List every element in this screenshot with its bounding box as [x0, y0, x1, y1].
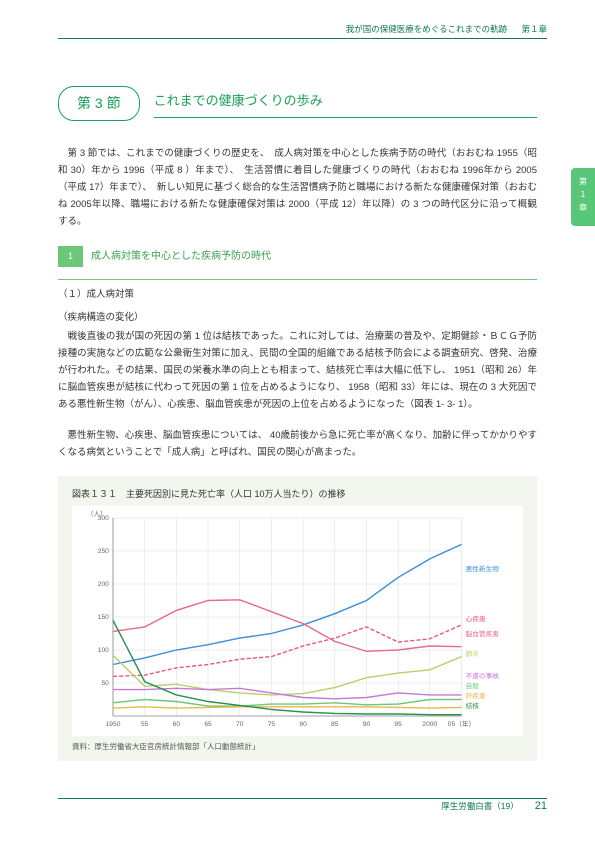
side-tab-line: １ — [571, 189, 595, 202]
breadcrumb: 我が国の保健医療をめぐるこれまでの軌跡 — [346, 24, 507, 34]
svg-text:100: 100 — [98, 647, 109, 654]
chapter-label: 第１章 — [521, 24, 547, 34]
svg-text:90: 90 — [363, 721, 371, 728]
svg-text:200: 200 — [98, 581, 109, 588]
chart-figure: 図表１３１ 主要死因別に見た死亡率（人口 10万人当たり）の推移 （人）5010… — [58, 476, 537, 762]
sub-heading-2: （疾病構造の変化） — [58, 309, 537, 326]
subsection-num: 1 — [58, 246, 83, 266]
side-tab-line: 章 — [571, 202, 595, 215]
svg-text:結核: 結核 — [466, 701, 480, 710]
chart-area: （人）5010015020025030019505560657075808590… — [72, 506, 523, 736]
svg-text:80: 80 — [299, 721, 307, 728]
subsection-title: 成人病対策を中心とした疾病予防の時代 — [91, 248, 537, 266]
subsection-rule — [58, 279, 537, 280]
svg-text:70: 70 — [236, 721, 244, 728]
body-paragraph-1: 戦後直後の我が国の死因の第 1 位は結核であった。これに対しては、治療薬の普及や… — [58, 328, 537, 413]
svg-text:肺炎: 肺炎 — [466, 650, 480, 658]
intro-paragraph: 第 3 節では、これまでの健康づくりの歴史を、 成人病対策を中心とした疾病予防の… — [58, 145, 537, 230]
content-area: 第 3 節では、これまでの健康づくりの歴史を、 成人病対策を中心とした疾病予防の… — [58, 145, 537, 761]
svg-text:85: 85 — [331, 721, 339, 728]
svg-text:心疾患: 心疾患 — [466, 614, 486, 623]
chart-title: 図表１３１ 主要死因別に見た死亡率（人口 10万人当たり）の推移 — [72, 486, 523, 502]
svg-text:悪性新生物: 悪性新生物 — [466, 564, 500, 573]
svg-text:05（年）: 05（年） — [448, 719, 475, 728]
svg-text:脳血管疾患: 脳血管疾患 — [466, 629, 500, 638]
side-tab: 第 １ 章 — [571, 168, 595, 226]
svg-text:95: 95 — [394, 721, 402, 728]
svg-text:1950: 1950 — [106, 721, 121, 728]
header-rule — [58, 38, 547, 39]
svg-text:55: 55 — [141, 721, 149, 728]
page-number: 21 — [535, 797, 547, 817]
svg-text:250: 250 — [98, 548, 109, 555]
svg-text:2000: 2000 — [422, 721, 437, 728]
section-title: これまでの健康づくりの歩み — [154, 89, 537, 117]
svg-text:自殺: 自殺 — [466, 681, 480, 690]
svg-text:65: 65 — [204, 721, 212, 728]
subsection-header: 1 成人病対策を中心とした疾病予防の時代 — [58, 246, 537, 266]
chart-source: 資料：厚生労働省大臣官房統計情報部「人口動態統計」 — [72, 740, 523, 754]
svg-text:不慮の事故: 不慮の事故 — [466, 671, 500, 680]
section-header: 第 3 節 これまでの健康づくりの歩み — [58, 86, 537, 121]
svg-text:300: 300 — [98, 515, 109, 522]
svg-text:50: 50 — [101, 680, 109, 687]
footer-doc: 厚生労働白書（19） — [441, 799, 518, 814]
svg-text:肝疾患: 肝疾患 — [466, 691, 486, 700]
svg-text:60: 60 — [173, 721, 181, 728]
sub-heading-1: （１）成人病対策 — [58, 286, 537, 303]
page-header: 我が国の保健医療をめぐるこれまでの軌跡 第１章 — [346, 22, 547, 37]
section-badge: 第 3 節 — [58, 86, 140, 121]
page-footer: 厚生労働白書（19） 21 — [441, 797, 547, 817]
side-tab-line: 第 — [571, 176, 595, 189]
body-paragraph-2: 悪性新生物、心疾患、脳血管疾患については、 40歳前後から急に死亡率が高くなり、… — [58, 427, 537, 461]
svg-text:75: 75 — [268, 721, 276, 728]
chart-svg: （人）5010015020025030019505560657075808590… — [72, 506, 523, 736]
svg-text:150: 150 — [98, 614, 109, 621]
